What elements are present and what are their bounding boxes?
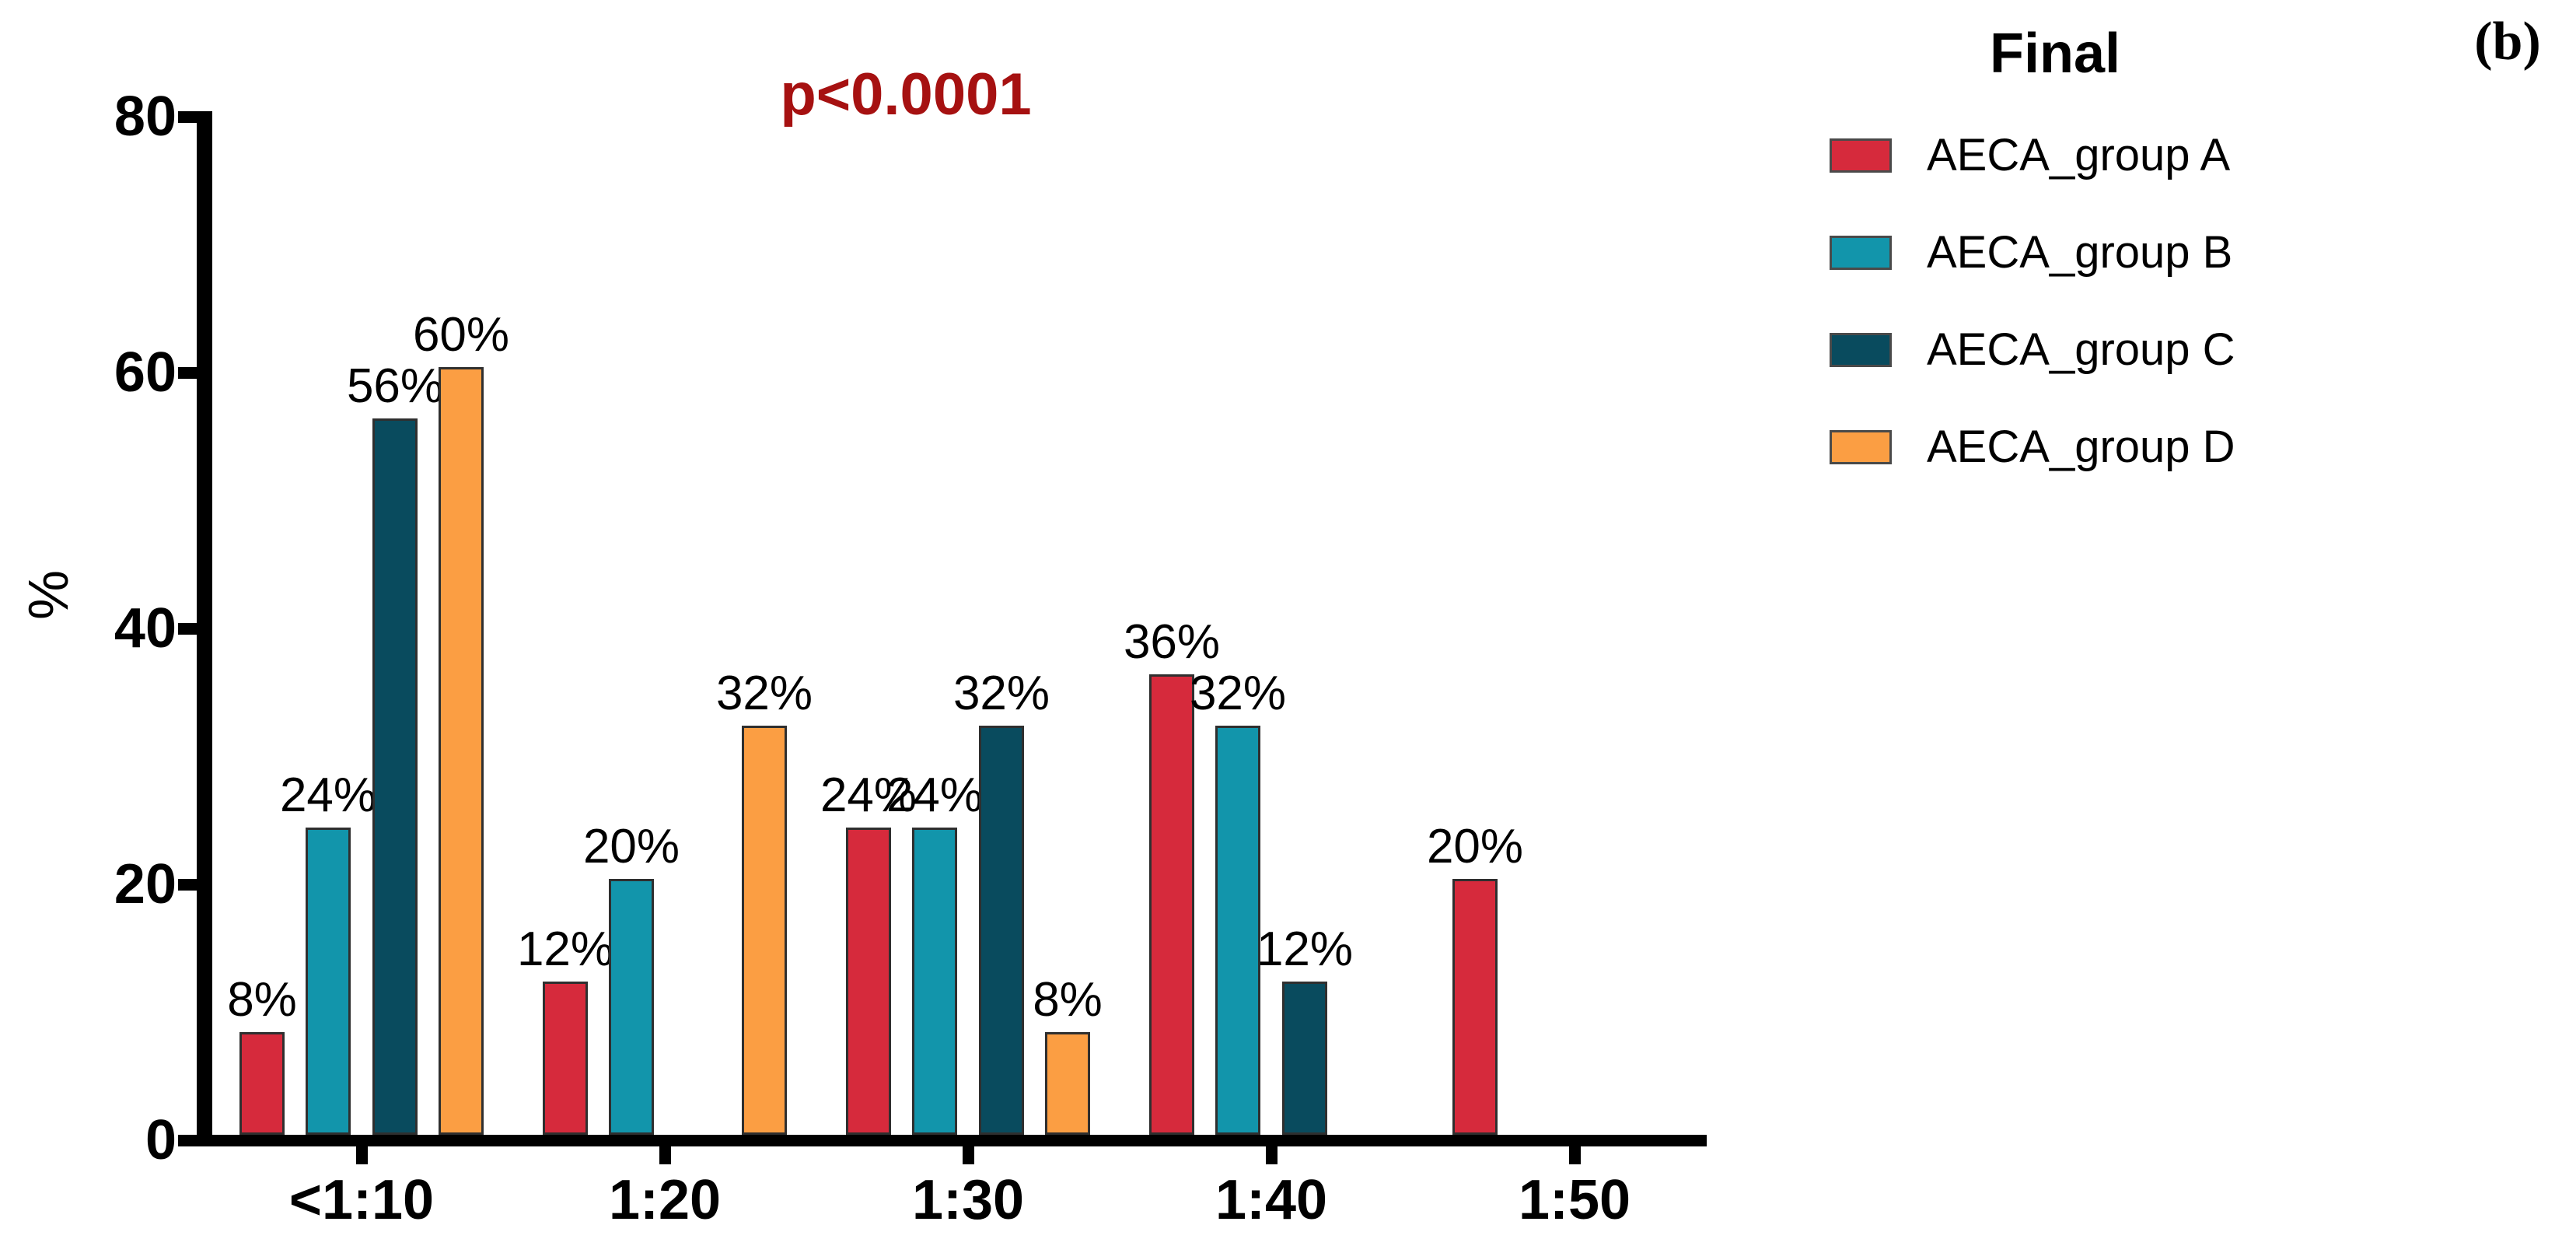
y-tick	[178, 111, 197, 123]
x-tick-label: 1:30	[911, 1169, 1025, 1231]
legend-swatch	[1830, 236, 1892, 270]
x-tick-label: 1:50	[1518, 1169, 1631, 1231]
bar-value-label: 24%	[886, 768, 984, 822]
bar	[239, 1032, 285, 1135]
x-tick	[963, 1146, 974, 1164]
y-tick-label: 40	[114, 597, 177, 660]
bar	[912, 828, 957, 1135]
y-axis-line	[197, 111, 212, 1146]
bar	[1452, 879, 1498, 1135]
y-tick	[178, 623, 197, 635]
bar	[979, 726, 1024, 1135]
bar	[306, 828, 351, 1135]
x-tick-label: 1:20	[608, 1169, 722, 1231]
legend-swatch	[1830, 333, 1892, 367]
bar-value-label: 56%	[346, 359, 444, 413]
bar	[1282, 982, 1327, 1135]
x-tick	[1266, 1146, 1278, 1164]
bar	[609, 879, 654, 1135]
y-tick-label: 0	[145, 1109, 177, 1171]
x-axis-line	[197, 1135, 1707, 1146]
bar-value-label: 8%	[1033, 973, 1103, 1027]
bar	[1215, 726, 1260, 1135]
bar	[846, 828, 891, 1135]
bar-value-label: 32%	[715, 667, 813, 720]
panel-label: (b)	[2474, 12, 2541, 72]
bar	[372, 418, 418, 1135]
bar	[543, 982, 588, 1135]
legend-swatch	[1830, 430, 1892, 464]
legend-label: AECA_group B	[1927, 227, 2233, 278]
legend-label: AECA_group D	[1927, 422, 2235, 472]
bar-value-label: 32%	[952, 667, 1050, 720]
significance-annotation: p<0.0001	[780, 61, 1032, 128]
y-tick-label: 20	[114, 853, 177, 915]
bar-value-label: 60%	[412, 308, 510, 362]
x-tick-label: <1:10	[288, 1169, 435, 1231]
y-tick	[178, 367, 197, 379]
legend-swatch	[1830, 138, 1892, 173]
x-tick	[659, 1146, 671, 1164]
y-tick-label: 80	[114, 86, 177, 148]
bar-value-label: 8%	[227, 973, 297, 1027]
bar	[1045, 1032, 1090, 1135]
bar-value-label: 32%	[1189, 667, 1287, 720]
x-tick-label: 1:40	[1215, 1169, 1328, 1231]
bar	[439, 367, 484, 1135]
bar-value-label: 24%	[820, 768, 918, 822]
y-tick-label: 60	[114, 341, 177, 404]
x-tick	[356, 1146, 368, 1164]
bar-value-label: 36%	[1123, 615, 1221, 669]
y-tick	[178, 1135, 197, 1146]
y-tick	[178, 879, 197, 891]
bar-value-label: 12%	[516, 922, 614, 976]
bar-value-label: 20%	[1426, 820, 1524, 873]
legend-label: AECA_group A	[1927, 130, 2231, 180]
bar	[1149, 674, 1194, 1135]
bar-value-label: 24%	[279, 768, 377, 822]
legend-label: AECA_group C	[1927, 324, 2235, 375]
x-tick	[1569, 1146, 1581, 1164]
legend-title: Final	[1989, 23, 2120, 85]
bar-value-label: 20%	[582, 820, 680, 873]
bar	[742, 726, 787, 1135]
bar-value-label: 12%	[1256, 922, 1354, 976]
